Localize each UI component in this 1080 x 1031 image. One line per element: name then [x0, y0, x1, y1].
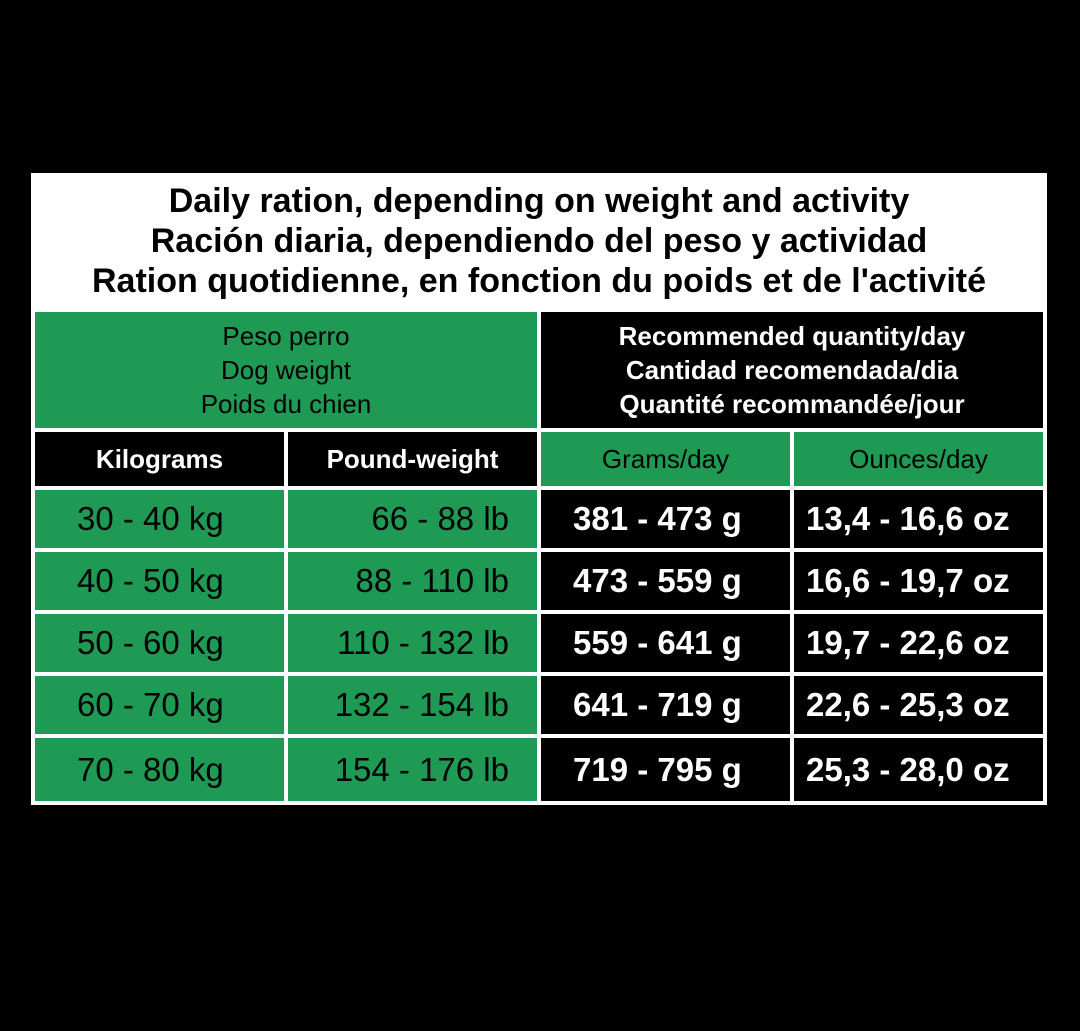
dog-weight-header-spanish: Peso perro [222, 321, 350, 351]
column-header-kilograms: Kilograms [35, 432, 284, 486]
table-row-3-kilograms: 50 - 60 kg [35, 614, 284, 672]
table-row-4-ounces: 22,6 - 25,3 oz [794, 676, 1043, 734]
table-row-1-grams: 381 - 473 g [541, 490, 790, 548]
quantity-header-french: Quantité recommandée/jour [619, 389, 965, 419]
column-header-ounces: Ounces/day [794, 432, 1043, 486]
quantity-header: Recommended quantity/day Cantidad recome… [541, 312, 1043, 428]
table-row-2-grams: 473 - 559 g [541, 552, 790, 610]
column-header-pounds: Pound-weight [288, 432, 537, 486]
title-english: Daily ration, depending on weight and ac… [168, 182, 910, 220]
table-row-1-pounds: 66 - 88 lb [288, 490, 537, 548]
table-title: Daily ration, depending on weight and ac… [31, 173, 1047, 309]
table-row-1-ounces: 13,4 - 16,6 oz [794, 490, 1043, 548]
table-row-5-pounds: 154 - 176 lb [288, 738, 537, 801]
table-row-5-grams: 719 - 795 g [541, 738, 790, 801]
table-row-4-pounds: 132 - 154 lb [288, 676, 537, 734]
dog-weight-header-english: Dog weight [220, 355, 352, 385]
dog-weight-header-french: Poids du chien [200, 389, 372, 419]
title-french: Ration quotidienne, en fonction du poids… [92, 262, 986, 300]
table-row-3-grams: 559 - 641 g [541, 614, 790, 672]
column-header-grams: Grams/day [541, 432, 790, 486]
quantity-header-spanish: Cantidad recomendada/dia [625, 355, 959, 385]
table-row-3-pounds: 110 - 132 lb [288, 614, 537, 672]
table-row-5-ounces: 25,3 - 28,0 oz [794, 738, 1043, 801]
table-row-1-kilograms: 30 - 40 kg [35, 490, 284, 548]
table-row-4-grams: 641 - 719 g [541, 676, 790, 734]
table-row-2-ounces: 16,6 - 19,7 oz [794, 552, 1043, 610]
dog-weight-header: Peso perro Dog weight Poids du chien [35, 312, 537, 428]
table-row-4-kilograms: 60 - 70 kg [35, 676, 284, 734]
daily-ration-table: Daily ration, depending on weight and ac… [31, 173, 1047, 805]
table-row-2-kilograms: 40 - 50 kg [35, 552, 284, 610]
quantity-header-english: Recommended quantity/day [618, 321, 966, 351]
table-row-3-ounces: 19,7 - 22,6 oz [794, 614, 1043, 672]
title-spanish: Ración diaria, dependiendo del peso y ac… [150, 222, 928, 260]
table-row-5-kilograms: 70 - 80 kg [35, 738, 284, 801]
table-row-2-pounds: 88 - 110 lb [288, 552, 537, 610]
